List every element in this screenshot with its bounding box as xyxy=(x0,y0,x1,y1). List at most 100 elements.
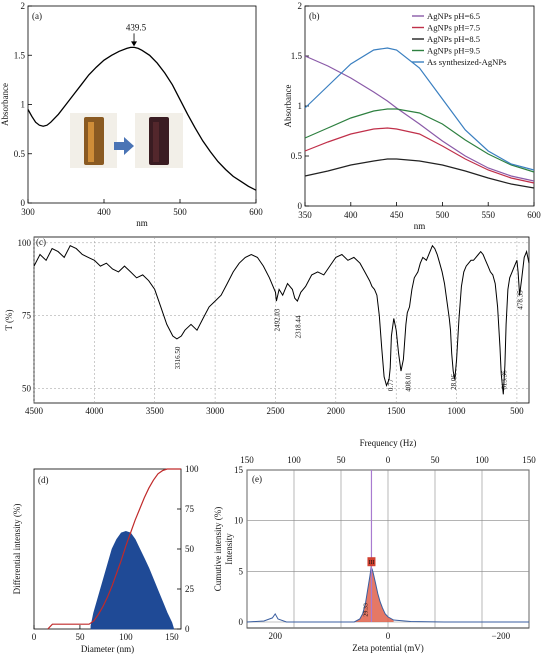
peak-annotation: 0.77 xyxy=(387,378,395,391)
legend-entry: As synthesized-AgNPs xyxy=(427,57,507,67)
ftir-spectrum xyxy=(33,244,530,395)
x-tick-label: 2500 xyxy=(266,406,285,416)
x-axis-label: nm xyxy=(136,218,148,228)
y-tick-label: 5 xyxy=(239,566,244,576)
differential-area xyxy=(90,530,175,630)
x-tick-label: 2000 xyxy=(327,406,346,416)
legend-entry: AgNPs pH=8.5 xyxy=(427,34,480,44)
x-tick-label: 150 xyxy=(165,632,179,642)
y-tick-label: 50 xyxy=(22,383,32,393)
x-axis-label: nm xyxy=(414,221,426,231)
y2-tick-label: 50 xyxy=(185,544,195,554)
x-tick-label: 3500 xyxy=(146,406,165,416)
x-tick-label: 600 xyxy=(527,210,541,220)
panel-label: (a) xyxy=(32,11,42,21)
top-tick-label: 100 xyxy=(287,455,301,465)
peak-annotation: 2318.44 xyxy=(294,315,302,338)
panel-c: 4500 4000 3500 3000 2500 2000 1500 1000 500 50 75 1… xyxy=(4,236,530,416)
x-tick-label: 400 xyxy=(344,210,358,220)
cumulative-line xyxy=(47,468,181,630)
y-tick-label: 10 xyxy=(234,516,244,526)
peak-marker xyxy=(367,557,376,567)
y-axis-label: Intensity xyxy=(224,533,234,565)
peak-marker-label: III xyxy=(368,560,374,566)
series-line xyxy=(304,55,535,182)
panel-label: (d) xyxy=(38,475,49,485)
peak-annotation: 3316.50 xyxy=(174,346,182,369)
x-tick-label: 350 xyxy=(298,210,312,220)
peak-annotation: 2492.03 xyxy=(273,308,281,331)
y-tick-label: 2 xyxy=(298,1,303,11)
series-line xyxy=(304,158,535,189)
x-tick-label: 50 xyxy=(75,632,85,642)
panel-e: Frequency (Hz) 150 100 50 0 50 100 150 200 0 −200 0… xyxy=(224,438,536,653)
y-tick-label: 1 xyxy=(298,101,303,111)
zeta-peak-area xyxy=(354,567,394,622)
y-tick-label: 75 xyxy=(22,311,32,321)
y2-tick-label: 0 xyxy=(185,624,190,634)
x-tick-label: 0 xyxy=(32,632,37,642)
peak-arrow-head xyxy=(131,41,138,47)
y-axis-label: T (%) xyxy=(4,309,14,330)
peak-annotation: 28.06 xyxy=(450,374,458,390)
x-tick-label: 500 xyxy=(436,210,450,220)
x-tick-label: 300 xyxy=(21,207,35,217)
series-line xyxy=(304,127,535,184)
vial-highlight xyxy=(153,122,159,162)
x-axis-label: Diameter (nm) xyxy=(81,644,134,654)
y-axis-label: Absorbance xyxy=(0,83,10,126)
x-tick-label: 500 xyxy=(173,207,187,217)
y-tick-label: 0.5 xyxy=(291,151,303,161)
x-tick-label: 4000 xyxy=(85,406,104,416)
peak-value-label: 29.33 xyxy=(363,603,369,617)
y2-tick-label: 100 xyxy=(185,464,199,474)
arrow-icon xyxy=(114,137,134,155)
panel-label: (b) xyxy=(309,11,320,21)
y-tick-label: 0 xyxy=(298,201,303,211)
x-tick-label: 1000 xyxy=(448,406,467,416)
y-tick-label: 0 xyxy=(21,198,26,208)
panel-b: 350 400 450 500 550 600 0 0.5 1 1.5 2 nm Absorbance (… xyxy=(283,1,541,231)
y-tick-label: 2 xyxy=(21,1,26,11)
y-tick-label: 0 xyxy=(239,617,244,627)
vials-photo xyxy=(70,113,183,168)
x-tick-label: 450 xyxy=(390,210,404,220)
x-tick-label: 1500 xyxy=(387,406,406,416)
peak-annotation: 613.36 xyxy=(500,370,508,390)
x-axis-label: Zeta potential (mV) xyxy=(352,643,423,653)
absorbance-curve xyxy=(27,46,257,191)
plot-frame xyxy=(27,5,257,204)
x-tick-label: 600 xyxy=(249,207,263,217)
y2-tick-label: 75 xyxy=(185,504,195,514)
panel-label: (c) xyxy=(36,237,46,247)
legend-entry: AgNPs pH=6.5 xyxy=(427,11,480,21)
plot-frame xyxy=(304,5,535,207)
top-tick-label: 50 xyxy=(337,455,347,465)
top-tick-label: 150 xyxy=(522,455,536,465)
y-tick-label: 100 xyxy=(18,238,32,248)
series-line xyxy=(304,108,535,173)
x-tick-label: 3000 xyxy=(206,406,225,416)
x-tick-label: 500 xyxy=(510,406,524,416)
peak-annotation: 478.35 xyxy=(517,290,525,310)
y2-axis-label: Cumutive intensity (%) xyxy=(213,507,223,592)
panel-d: 0 50 100 150 0 25 50 75 100 Diameter (nm) Differen… xyxy=(12,464,223,654)
series-line xyxy=(304,47,535,171)
vial-highlight xyxy=(88,122,94,162)
x-tick-label: 200 xyxy=(268,631,282,641)
panel-a: 300 400 500 600 0 0.5 1 1.5 2 nm Absorbance (a) 439.… xyxy=(0,1,263,228)
x-tick-label: 100 xyxy=(119,632,133,642)
legend-entry: AgNPs pH=9.5 xyxy=(427,46,480,56)
y-tick-label: 1.5 xyxy=(14,50,26,60)
y-tick-label: 15 xyxy=(234,465,244,475)
y2-tick-label: 25 xyxy=(185,584,195,594)
y-tick-label: 0.5 xyxy=(14,149,26,159)
top-axis-title: Frequency (Hz) xyxy=(360,438,417,448)
y-tick-label: 1.5 xyxy=(291,51,303,61)
peak-annotation: 408.01 xyxy=(404,372,412,392)
legend-entry: AgNPs pH=7.5 xyxy=(427,23,480,33)
panel-label: (e) xyxy=(252,474,262,484)
top-tick-label: 150 xyxy=(240,455,254,465)
